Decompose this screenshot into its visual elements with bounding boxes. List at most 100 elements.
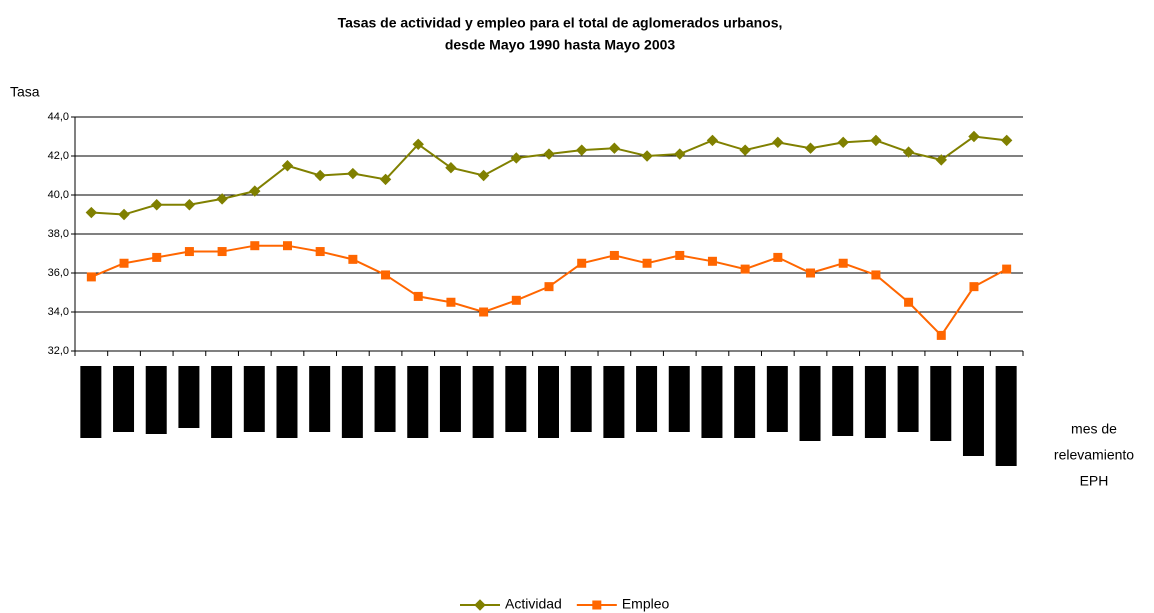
point [609, 250, 619, 260]
point [904, 297, 914, 307]
x-tick-label [668, 366, 690, 432]
point [412, 138, 424, 151]
point [1002, 264, 1012, 274]
point [118, 208, 130, 221]
point [348, 254, 358, 264]
y-tick-label: 34,0 [48, 306, 69, 318]
x-tick-label [374, 366, 396, 432]
point [119, 258, 129, 268]
point [477, 169, 490, 182]
point [379, 173, 392, 186]
x-tick-label [962, 366, 984, 456]
x-tick-label [407, 366, 429, 438]
x-tick-label [439, 366, 461, 432]
point [675, 250, 685, 260]
x-tick-label [309, 366, 331, 432]
x-tick-label [930, 366, 952, 441]
point [249, 185, 261, 197]
y-tick-label: 36,0 [48, 267, 69, 279]
x-tick-label [538, 366, 559, 438]
point [968, 130, 980, 143]
x-tick-label [570, 366, 592, 432]
x-tick-label [178, 366, 200, 428]
point [315, 247, 325, 257]
point [706, 134, 719, 147]
point [969, 282, 979, 292]
legend-marker [592, 600, 602, 610]
point [740, 264, 750, 274]
y-tick-label: 38,0 [48, 228, 69, 240]
point [544, 282, 554, 292]
chart-title: Tasas de actividad y empleo para el tota… [338, 15, 783, 31]
point [184, 247, 194, 257]
point [773, 252, 783, 262]
x-tick-label [897, 366, 919, 432]
point [870, 134, 882, 147]
point [381, 270, 391, 280]
point [902, 146, 915, 158]
point [347, 167, 359, 180]
x-tick-label [472, 366, 494, 438]
point [152, 252, 162, 262]
point [446, 297, 456, 307]
point [804, 142, 817, 154]
point [511, 295, 521, 305]
x-tick-label [276, 366, 298, 438]
point [838, 258, 848, 268]
legend-label: Actividad [505, 596, 562, 612]
x-tick-label [864, 366, 886, 438]
point [216, 193, 228, 205]
x-tick-label [505, 366, 527, 432]
point [608, 142, 621, 154]
y-tick-label: 44,0 [48, 111, 69, 123]
point [314, 169, 326, 182]
point [936, 330, 946, 340]
point [282, 241, 292, 251]
point [837, 136, 849, 149]
point [543, 148, 555, 160]
point [217, 247, 227, 257]
point [413, 291, 423, 301]
x-tick-label [636, 366, 658, 432]
x-tick-label [799, 366, 821, 441]
point [575, 144, 588, 156]
point [281, 160, 294, 172]
point [510, 152, 523, 164]
legend-label: Empleo [622, 596, 670, 612]
point [250, 241, 260, 251]
point [739, 144, 751, 156]
y-tick-label: 42,0 [48, 150, 69, 162]
point [577, 258, 587, 268]
y-axis-label: Tasa [10, 84, 40, 100]
point [707, 256, 717, 266]
x-tick-label [211, 366, 233, 438]
legend-marker [474, 599, 486, 611]
point [479, 307, 489, 317]
point [86, 272, 96, 282]
point [935, 154, 947, 166]
series-line [91, 135, 1007, 216]
x-tick-label [995, 366, 1017, 466]
x-tick-label [701, 366, 723, 438]
point [772, 136, 784, 149]
point [641, 150, 653, 162]
x-tick-label [243, 366, 265, 432]
x-tick-label [145, 366, 167, 434]
point [183, 199, 196, 211]
x-tick-label [766, 366, 788, 432]
point [871, 270, 881, 280]
point [85, 206, 98, 219]
x-tick-label [734, 366, 756, 438]
point [642, 258, 652, 268]
x-tick-label [80, 366, 102, 438]
x-tick-label [832, 366, 854, 436]
x-tick-label [341, 366, 363, 438]
y-tick-label: 32,0 [48, 345, 69, 357]
point [445, 161, 457, 174]
y-tick-label: 40,0 [48, 189, 69, 201]
point [674, 148, 686, 160]
point [806, 268, 816, 278]
point [151, 199, 163, 211]
x-axis-label: relevamiento [1054, 447, 1134, 463]
